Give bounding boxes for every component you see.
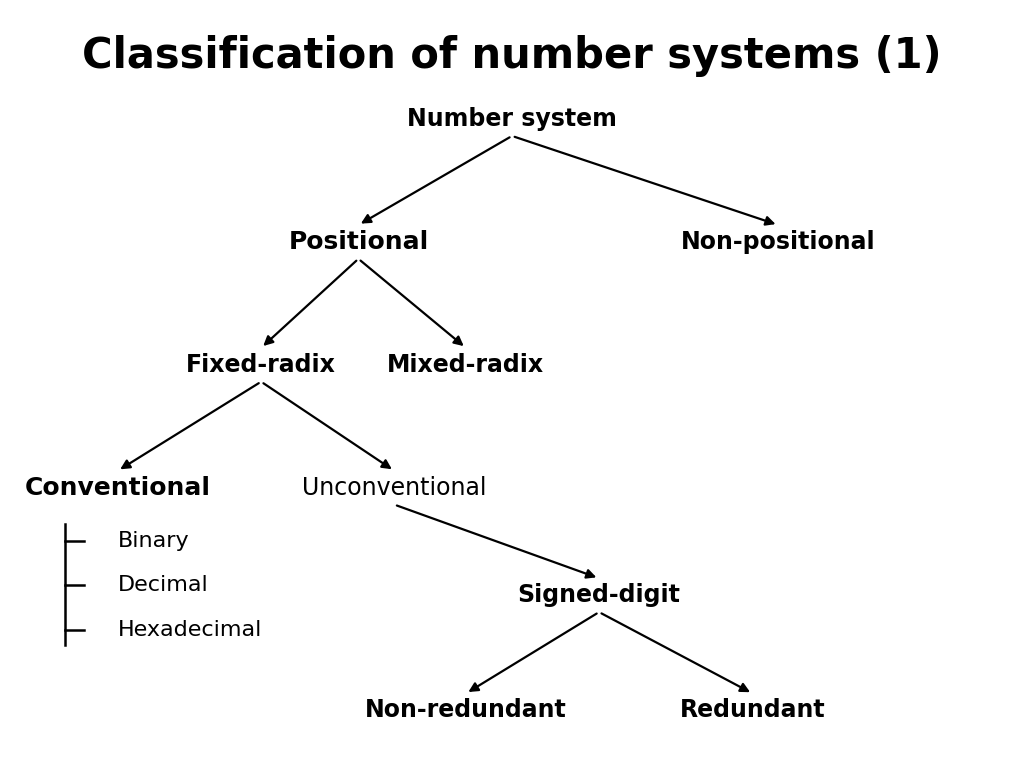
Text: Hexadecimal: Hexadecimal <box>118 620 262 640</box>
Text: Redundant: Redundant <box>680 698 825 723</box>
Text: Mixed-radix: Mixed-radix <box>387 353 545 377</box>
Text: Unconventional: Unconventional <box>302 475 486 500</box>
Text: Decimal: Decimal <box>118 575 209 595</box>
Text: Non-positional: Non-positional <box>681 230 876 254</box>
Text: Non-redundant: Non-redundant <box>365 698 567 723</box>
Text: Binary: Binary <box>118 531 189 551</box>
Text: Fixed-radix: Fixed-radix <box>186 353 336 377</box>
Text: Conventional: Conventional <box>25 475 211 500</box>
Text: Positional: Positional <box>289 230 428 254</box>
Text: Classification of number systems (1): Classification of number systems (1) <box>82 35 942 77</box>
Text: Signed-digit: Signed-digit <box>517 583 681 607</box>
Text: Number system: Number system <box>408 107 616 131</box>
